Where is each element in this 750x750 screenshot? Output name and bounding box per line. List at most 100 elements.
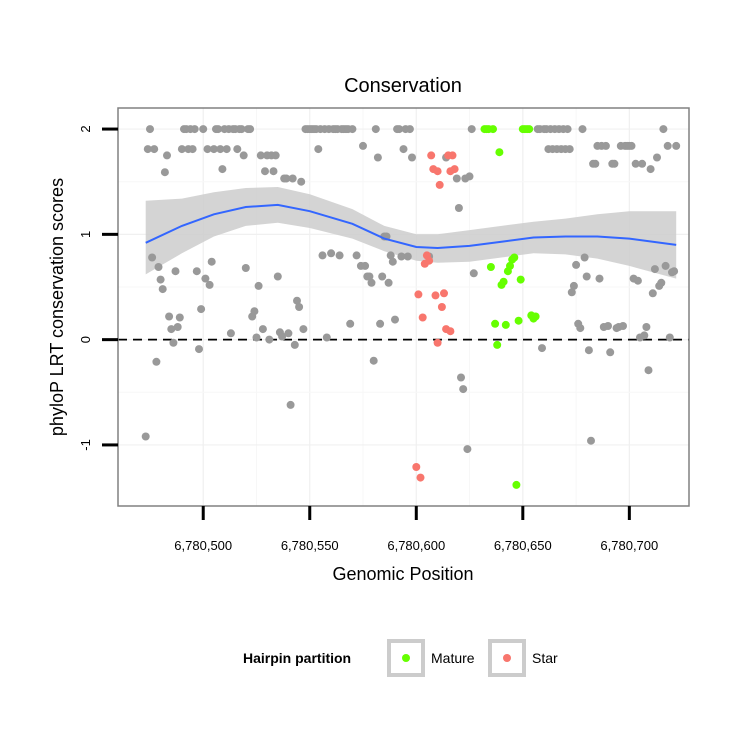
point-s0-186 — [642, 323, 651, 331]
point-s0-157 — [580, 253, 589, 262]
point-s0-2 — [146, 125, 154, 134]
point-s0-119 — [399, 145, 408, 154]
point-s0-158 — [582, 272, 591, 281]
point-s0-12 — [167, 325, 176, 334]
plot-border — [117, 107, 690, 507]
point-s0-87 — [327, 249, 336, 258]
point-s0-184 — [638, 159, 647, 168]
point-s0-6 — [154, 263, 163, 271]
point-s0-113 — [386, 251, 395, 260]
point-s0-100 — [359, 141, 367, 150]
point-s0-112 — [384, 278, 393, 287]
point-s0-73 — [297, 177, 306, 186]
point-s0-15 — [173, 323, 182, 331]
point-s0-62 — [273, 272, 282, 281]
point-s0-191 — [653, 153, 661, 162]
point-s0-156 — [578, 125, 587, 134]
point-s0-28 — [201, 274, 210, 283]
point-s0-38 — [222, 145, 231, 154]
point-s0-67 — [284, 329, 293, 338]
point-s0-55 — [258, 325, 267, 334]
confidence-band — [145, 187, 677, 279]
legend-title: Hairpin partition — [243, 650, 351, 666]
point-s0-60 — [269, 167, 278, 176]
y-axis: -1 0 1 2 — [78, 125, 118, 451]
point-s0-126 — [452, 174, 461, 183]
point-s0-71 — [293, 296, 301, 305]
point-s1-1 — [414, 290, 423, 299]
point-s0-159 — [584, 346, 593, 355]
point-s2-10 — [501, 320, 510, 329]
point-s1-9 — [433, 167, 442, 176]
point-s2-24 — [531, 312, 540, 321]
point-s0-131 — [463, 445, 472, 454]
point-s0-101 — [361, 261, 370, 270]
x-tick-label-0: 6,780,500 — [174, 538, 232, 553]
point-s0-185 — [640, 331, 649, 340]
point-s0-91 — [335, 251, 344, 260]
y-tick-label-3: 2 — [78, 125, 93, 132]
point-s0-53 — [254, 281, 263, 290]
point-s1-0 — [412, 463, 421, 471]
point-s0-115 — [391, 315, 399, 324]
point-s2-5 — [491, 319, 500, 328]
point-s0-74 — [299, 325, 308, 334]
point-s2-12 — [506, 261, 514, 270]
legend: Hairpin partition Mature Star — [243, 639, 558, 677]
point-s0-134 — [469, 269, 478, 278]
point-s0-8 — [158, 285, 167, 294]
point-s0-108 — [376, 319, 385, 328]
point-s0-97 — [348, 125, 357, 134]
point-s2-15 — [512, 480, 521, 489]
point-s2-16 — [514, 316, 523, 325]
x-tick-label-4: 6,780,700 — [600, 538, 658, 553]
y-axis-label: phyloP LRT conservation scores — [47, 178, 67, 436]
point-s0-40 — [226, 329, 235, 338]
point-s0-1 — [143, 145, 152, 154]
point-s0-103 — [365, 272, 374, 281]
point-s0-26 — [197, 305, 206, 314]
legend-swatch-0 — [402, 654, 410, 662]
point-s0-17 — [177, 145, 186, 154]
point-s1-8 — [431, 291, 440, 300]
point-s0-81 — [314, 145, 323, 154]
point-s0-117 — [395, 125, 404, 134]
point-s0-197 — [665, 333, 674, 342]
legend-label-0: Mature — [431, 650, 475, 666]
point-s0-29 — [203, 145, 212, 154]
point-s2-9 — [499, 277, 508, 286]
point-s0-31 — [207, 257, 216, 266]
point-s0-85 — [322, 333, 331, 342]
point-s2-17 — [516, 275, 525, 284]
point-s0-168 — [604, 322, 612, 330]
point-s0-3 — [148, 253, 157, 262]
y-tick-label-0: -1 — [78, 439, 93, 451]
smooth-curve — [145, 203, 677, 250]
legend-entries: Mature Star — [387, 639, 558, 677]
point-s0-175 — [619, 322, 627, 330]
point-s0-9 — [160, 168, 169, 177]
point-s0-14 — [171, 267, 180, 276]
point-s0-30 — [205, 280, 214, 289]
point-s0-68 — [286, 400, 295, 409]
chart-title: Conservation — [344, 75, 462, 97]
x-axis-label: Genomic Position — [332, 564, 473, 584]
point-s2-7 — [495, 148, 504, 157]
point-s0-200 — [672, 141, 681, 150]
point-s0-45 — [237, 125, 246, 134]
smooth-line — [145, 203, 677, 250]
point-s0-149 — [563, 125, 572, 134]
point-s0-114 — [388, 257, 397, 266]
point-s2-4 — [489, 125, 497, 134]
point-s0-164 — [595, 274, 604, 283]
data-points — [141, 125, 681, 489]
legend-swatch-1 — [503, 654, 511, 662]
point-s0-153 — [572, 260, 581, 269]
point-s0-167 — [601, 141, 610, 150]
point-s2-21 — [525, 125, 534, 134]
point-s0-56 — [261, 167, 269, 176]
point-s0-171 — [610, 159, 619, 168]
point-s0-66 — [282, 174, 291, 183]
point-s0-199 — [670, 267, 679, 276]
point-s0-96 — [346, 319, 355, 328]
